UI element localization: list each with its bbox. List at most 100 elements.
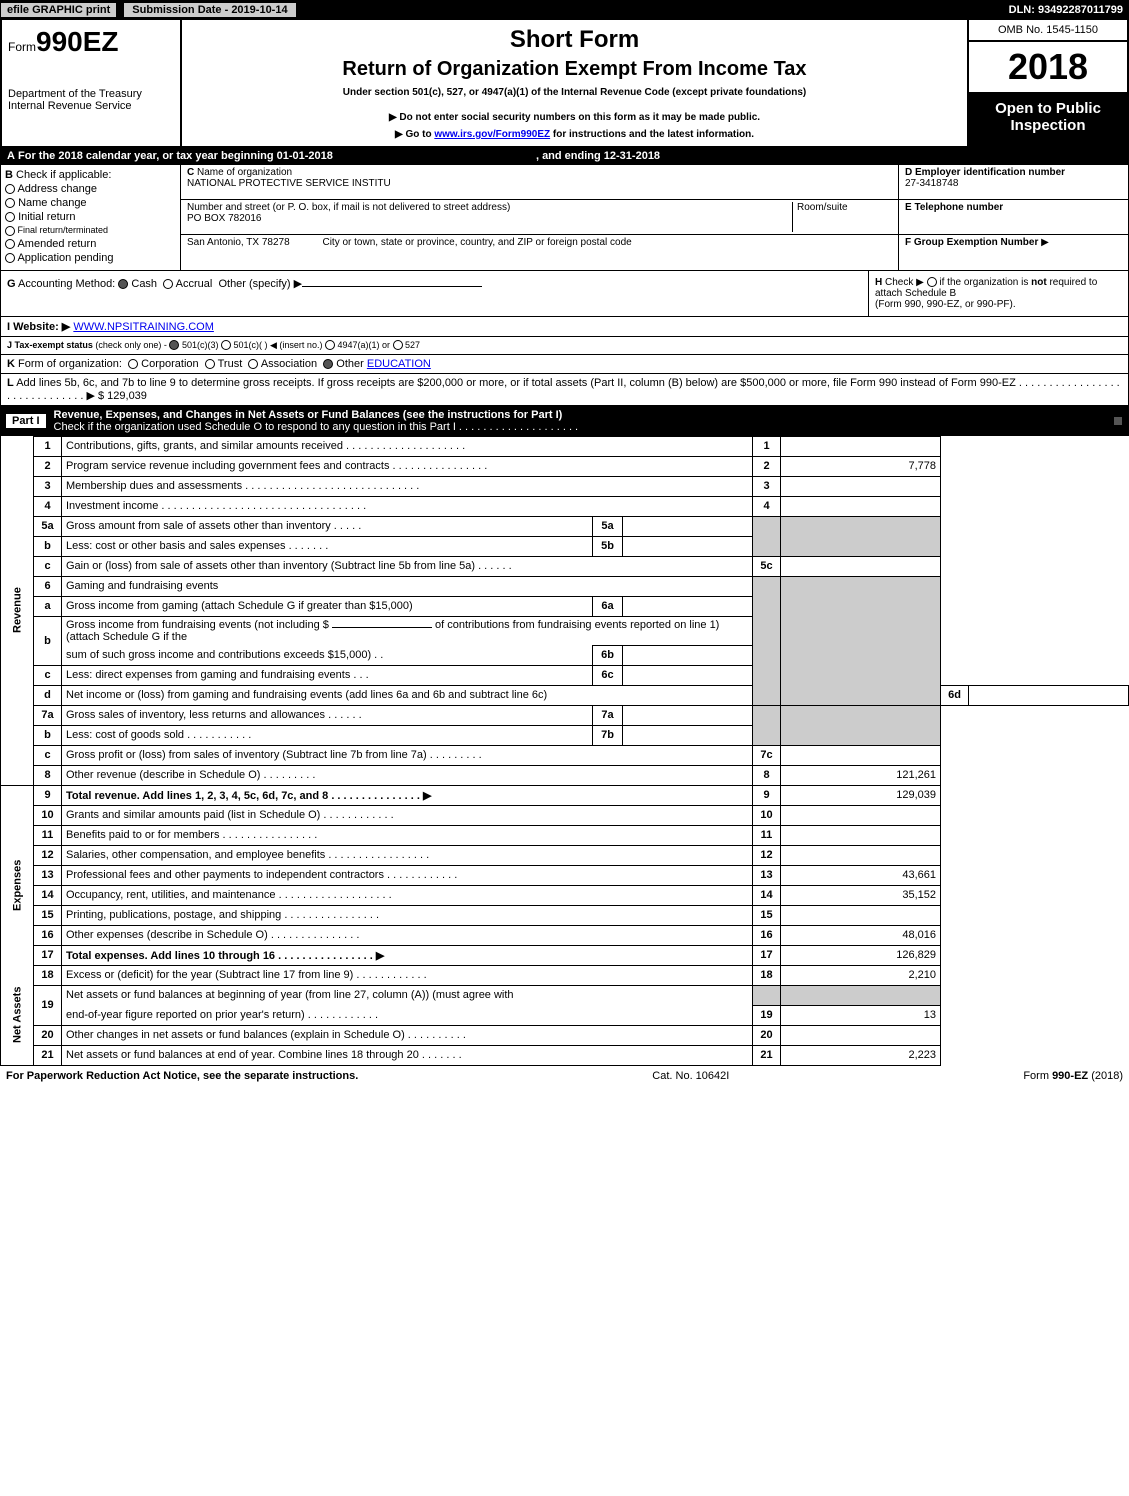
line-val: 43,661 [781, 865, 941, 885]
line-num: 15 [34, 905, 62, 925]
line-desc: Total expenses. Add lines 10 through 16 … [62, 945, 753, 965]
netassets-label: Net Assets [1, 965, 34, 1065]
line-no: 13 [753, 865, 781, 885]
checkbox-schedule-o[interactable] [1113, 416, 1123, 426]
line-desc: Gross amount from sale of assets other t… [62, 516, 593, 536]
h-not: not [1031, 277, 1047, 288]
line-no: 11 [753, 825, 781, 845]
label-a: A [7, 150, 15, 162]
line-num: 17 [34, 945, 62, 965]
radio-trust[interactable] [205, 359, 215, 369]
line-desc: Printing, publications, postage, and shi… [62, 905, 753, 925]
h-text1: Check ▶ [885, 277, 924, 288]
k-text: Form of organization: [18, 358, 122, 370]
opt-initial-return[interactable]: Initial return [5, 211, 176, 223]
k-o2: Trust [218, 358, 243, 370]
radio-accrual[interactable] [163, 279, 173, 289]
radio-cash[interactable] [118, 279, 128, 289]
line-desc: Excess or (deficit) for the year (Subtra… [62, 965, 753, 985]
g-text: Accounting Method: [18, 278, 115, 290]
line-no: 20 [753, 1025, 781, 1045]
form-prefix: Form [8, 40, 36, 54]
opt-application-pending[interactable]: Application pending [5, 252, 176, 264]
note2-suffix: for instructions and the latest informat… [550, 129, 754, 140]
line-num: b [34, 616, 62, 665]
line-no: 21 [753, 1045, 781, 1065]
open-to-public: Open to Public Inspection [969, 94, 1127, 146]
line-val [969, 685, 1129, 705]
footer-mid: Cat. No. 10642I [652, 1070, 729, 1082]
line-val: 129,039 [781, 785, 941, 805]
line-desc: Investment income . . . . . . . . . . . … [62, 496, 753, 516]
dln: DLN: 93492287011799 [1009, 4, 1129, 16]
line-desc: Less: cost of goods sold . . . . . . . .… [62, 725, 593, 745]
part1-label: Part I [6, 414, 46, 428]
line-val: 126,829 [781, 945, 941, 965]
open2: Inspection [971, 117, 1125, 134]
line-val [781, 556, 941, 576]
e-label: E Telephone number [905, 202, 1003, 213]
line-val: 48,016 [781, 925, 941, 945]
d: Total expenses. Add lines 10 through 16 … [66, 950, 384, 962]
line-desc: Gross profit or (loss) from sales of inv… [62, 745, 753, 765]
opt-name-change[interactable]: Name change [5, 197, 176, 209]
radio-527[interactable] [393, 340, 403, 350]
line-desc: Benefits paid to or for members . . . . … [62, 825, 753, 845]
shade [781, 985, 941, 1005]
c-city-label: City or town, state or province, country… [322, 237, 631, 248]
line-no: 15 [753, 905, 781, 925]
radio-501c3[interactable] [169, 340, 179, 350]
irs-link[interactable]: www.irs.gov/Form990EZ [434, 129, 550, 140]
opt-address-change[interactable]: Address change [5, 183, 176, 195]
checkbox-h[interactable] [927, 277, 937, 287]
shade [753, 985, 781, 1005]
sub-num: 5b [593, 536, 623, 556]
line-num: c [34, 665, 62, 685]
line-no: 10 [753, 805, 781, 825]
sub-num: 7a [593, 705, 623, 725]
line-num: 1 [34, 436, 62, 456]
line-num: 14 [34, 885, 62, 905]
opt-amended-return[interactable]: Amended return [5, 238, 176, 250]
radio-501c[interactable] [221, 340, 231, 350]
note2-prefix: Go to [405, 129, 434, 140]
form-number: Form990EZ [8, 26, 174, 58]
sub-val [623, 645, 753, 665]
l-text: Add lines 5b, 6c, and 7b to line 9 to de… [7, 377, 1120, 402]
line-num: c [34, 556, 62, 576]
line-num: 4 [34, 496, 62, 516]
line-desc: sum of such gross income and contributio… [62, 645, 593, 665]
opt-final-return[interactable]: Final return/terminated [5, 225, 176, 236]
footer-right: Form 990-EZ (2018) [1023, 1070, 1123, 1082]
efile-print-button[interactable]: efile GRAPHIC print [0, 2, 117, 18]
line-val: 35,152 [781, 885, 941, 905]
line-desc: Occupancy, rent, utilities, and maintena… [62, 885, 753, 905]
line-no: 8 [753, 765, 781, 785]
opt3: Final return/terminated [18, 225, 109, 235]
revenue-label: Revenue [1, 436, 34, 785]
line-num: 9 [34, 785, 62, 805]
line-desc: Gross sales of inventory, less returns a… [62, 705, 593, 725]
education-link[interactable]: EDUCATION [367, 358, 431, 370]
line-no: 6d [941, 685, 969, 705]
line-val [781, 745, 941, 765]
label-i: I Website: ▶ [7, 321, 70, 333]
org-address: PO BOX 782016 [187, 213, 262, 224]
top-bar: efile GRAPHIC print Submission Date - 20… [0, 0, 1129, 20]
line-num: 20 [34, 1025, 62, 1045]
website-link[interactable]: WWW.NPSITRAINING.COM [73, 321, 214, 333]
line-no: 16 [753, 925, 781, 945]
line-val: 121,261 [781, 765, 941, 785]
footer: For Paperwork Reduction Act Notice, see … [0, 1066, 1129, 1086]
radio-association[interactable] [248, 359, 258, 369]
j-text: (check only one) - [95, 340, 167, 350]
radio-corporation[interactable] [128, 359, 138, 369]
line-val: 13 [781, 1005, 941, 1025]
ein: 27-3418748 [905, 178, 958, 189]
line-val [781, 905, 941, 925]
radio-4947[interactable] [325, 340, 335, 350]
line-num: 16 [34, 925, 62, 945]
radio-other[interactable] [323, 359, 333, 369]
line-num: 19 [34, 985, 62, 1025]
c-name-label: Name of organization [197, 167, 292, 178]
